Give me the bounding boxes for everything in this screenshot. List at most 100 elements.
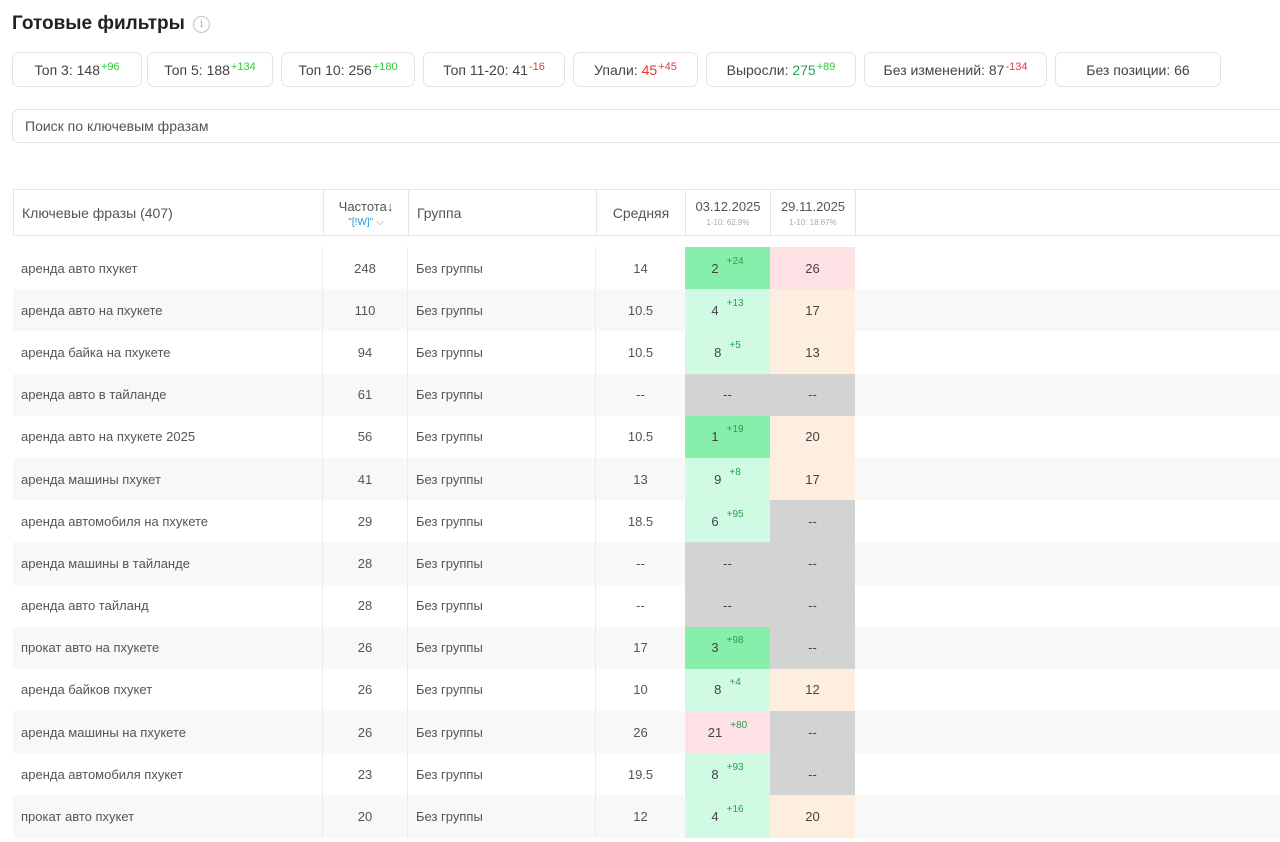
position-value: 6 [711, 513, 719, 529]
filter-chip-label: Упали: [594, 61, 642, 78]
position-value: 4 [711, 809, 719, 825]
cell-group: Без группы [408, 500, 596, 543]
table-row[interactable]: аренда авто в тайланде 61 Без группы -- -- -- [13, 373, 1280, 416]
position-value: -- [808, 724, 817, 740]
col-group-header[interactable]: Группа [409, 190, 597, 236]
table-row[interactable]: аренда авто на пхукете 2025 56 Без группы 1… [13, 415, 1280, 458]
filter-chip[interactable]: Топ 3: 148 +96 [12, 52, 142, 87]
position-delta: +19 [726, 424, 744, 436]
cell-group: Без группы [408, 373, 596, 416]
position-value: -- [808, 598, 817, 614]
cell-position-date2: 20 [770, 415, 855, 458]
position-value: 20 [805, 429, 820, 445]
cell-position-date2: -- [770, 626, 855, 669]
cell-group: Без группы [408, 247, 596, 290]
col-date2-header[interactable]: 29.11.2025 1-10: 18.67% [771, 190, 856, 236]
position-delta: +4 [729, 677, 741, 689]
table-row[interactable]: прокат авто на пхукете 26 Без группы 17 3 +98… [13, 626, 1280, 669]
col-average-label: Средняя [612, 205, 670, 221]
filter-chip-label: Топ 3: [34, 61, 77, 78]
cell-frequency: 56 [323, 415, 408, 458]
position-value: 4 [711, 302, 719, 318]
chevron-down-icon[interactable]: ⌵ [376, 216, 384, 228]
cell-phrase: аренда авто на пхукете 2025 [13, 415, 323, 458]
position-value: 1 [711, 429, 719, 445]
table-row[interactable]: аренда машины на пхукете 26 Без группы 26 21… [13, 711, 1280, 754]
position-value: 8 [714, 344, 722, 360]
col-date1-header[interactable]: 03.12.2025 1-10: 62.9% [686, 190, 771, 236]
col-phrases-header[interactable]: Ключевые фразы (407) [14, 190, 324, 236]
cell-average: 19.5 [627, 766, 654, 782]
col-frequency-header[interactable]: Частота↓ "[!W]" ⌵ [324, 190, 409, 236]
cell-frequency: 110 [323, 289, 408, 332]
info-icon[interactable]: i [192, 15, 210, 33]
cell-position-date1: 2 +24 [685, 247, 770, 290]
cell-position-date1: 8 +5 [685, 331, 770, 374]
table-row[interactable]: аренда машины в тайланде 28 Без группы -- --… [13, 542, 1280, 585]
filter-chip-label: Без позиции: [1086, 61, 1175, 78]
col-date2-label: 29.11.2025 [780, 199, 846, 214]
position-value: 17 [805, 471, 820, 487]
cell-phrase: аренда байков пхукет [13, 668, 323, 712]
filter-chip-label: Топ 11-20: [443, 61, 513, 78]
cell-phrase: прокат авто на пхукете [13, 626, 323, 669]
col-date2-sub: 1-10: 18.67% [789, 218, 837, 227]
cell-position-date1: 4 +16 [685, 795, 770, 838]
cell-position-date2: 20 [770, 795, 855, 838]
cell-phrase: аренда авто тайланд [13, 584, 323, 627]
filter-chip[interactable]: Без позиции: 66 [1055, 52, 1221, 87]
position-value: -- [808, 387, 817, 403]
cell-group: Без группы [408, 415, 596, 458]
cell-average: 17 [633, 640, 648, 656]
cell-position-date2: -- [770, 711, 855, 754]
cell-frequency: 29 [323, 500, 408, 543]
filter-chip[interactable]: Топ 11-20: 41 -16 [423, 52, 565, 87]
cell-average: 10.5 [627, 302, 654, 318]
position-value: 17 [805, 302, 820, 318]
table-row[interactable]: аренда авто на пхукете 110 Без группы 10.5 4… [13, 289, 1280, 332]
position-value: -- [808, 640, 817, 656]
cell-position-date1: 21 +80 [685, 711, 770, 754]
table-row[interactable]: прокат авто пхукет 20 Без группы 12 4 +16 20 [13, 795, 1280, 838]
position-value: 13 [805, 344, 820, 360]
cell-average: 14 [633, 260, 648, 276]
search-input[interactable]: Поиск по ключевым фразам [12, 109, 1280, 143]
sort-down-icon[interactable]: ↓ [386, 198, 394, 214]
cell-frequency: 41 [323, 457, 408, 501]
filter-chip[interactable]: Топ 5: 188 +134 [147, 52, 273, 87]
position-value: 8 [711, 766, 719, 782]
cell-frequency: 61 [323, 373, 408, 416]
page-title-row: Готовые фильтры i [12, 13, 210, 35]
table-row[interactable]: аренда байка на пхукете 94 Без группы 10.5 8… [13, 331, 1280, 374]
col-phrases-label: Ключевые фразы (407) [22, 205, 173, 221]
cell-frequency: 26 [323, 668, 408, 712]
filter-chip[interactable]: Без изменений: 87 -134 [864, 52, 1047, 87]
filter-chip-count: 188 [206, 61, 230, 78]
cell-average: 12 [633, 809, 648, 825]
table-row[interactable]: аренда автомобиля на пхукете 29 Без группы… [13, 500, 1280, 543]
table-row[interactable]: аренда байков пхукет 26 Без группы 10 8 +4 12 [13, 668, 1280, 712]
table-row[interactable]: аренда авто пхукет 248 Без группы 14 2 +24 26 [13, 247, 1280, 290]
position-value: -- [808, 513, 817, 529]
filter-chip-count: 41 [512, 61, 528, 78]
filter-chip[interactable]: Топ 10: 256 +180 [281, 52, 415, 87]
table-row[interactable]: аренда авто тайланд 28 Без группы -- -- -- [13, 584, 1280, 627]
frequency-type-selector[interactable]: "[!W]" [348, 216, 374, 228]
filter-chip[interactable]: Выросли: 275 +89 [706, 52, 856, 87]
table-row[interactable]: аренда машины пхукет 41 Без группы 13 9 +8 17 [13, 457, 1280, 501]
col-average-header[interactable]: Средняя [597, 190, 686, 236]
position-value: -- [723, 387, 732, 403]
filter-chip-label: Выросли: [726, 61, 793, 78]
filter-chip-delta: +89 [816, 61, 836, 73]
table-row[interactable]: аренда автомобиля пхукет 23 Без группы 19.5… [13, 753, 1280, 796]
cell-group: Без группы [408, 542, 596, 585]
filter-chip-label: Топ 5: [164, 61, 207, 78]
cell-average: 10.5 [627, 429, 654, 445]
cell-average: 18.5 [627, 513, 654, 529]
cell-position-date1: 1 +19 [685, 415, 770, 458]
cell-group: Без группы [408, 711, 596, 754]
position-value: 12 [805, 682, 820, 698]
filter-chip[interactable]: Упали: 45 +45 [573, 52, 698, 87]
position-delta: +93 [726, 761, 744, 773]
position-value: -- [808, 555, 817, 571]
